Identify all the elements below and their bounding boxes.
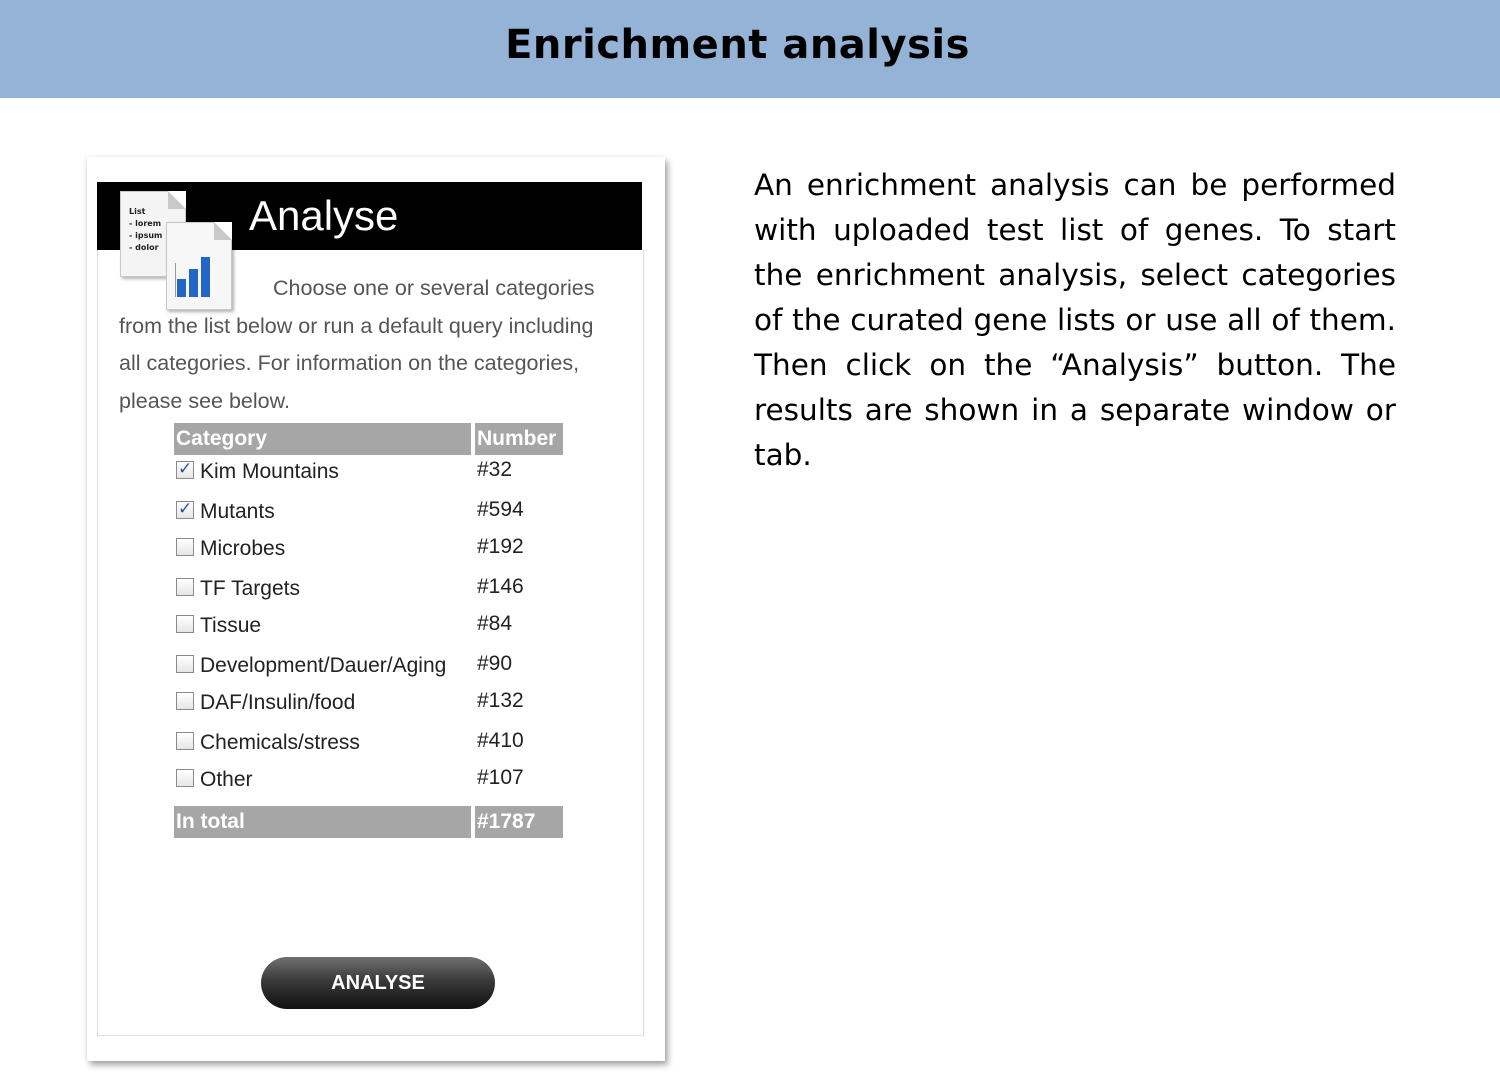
table-row: Mutants #594 bbox=[174, 497, 574, 531]
category-label: Microbes bbox=[200, 537, 286, 560]
category-label: Development/Dauer/Aging bbox=[200, 654, 447, 677]
table-row: Microbes #192 bbox=[174, 534, 574, 568]
panel-body bbox=[97, 250, 644, 1037]
panel-footer-divider bbox=[97, 1035, 642, 1036]
intro-text: Choose one or several categories from th… bbox=[119, 270, 619, 420]
table-row: Tissue #84 bbox=[174, 611, 574, 645]
category-checkbox[interactable] bbox=[176, 578, 194, 596]
table-row: Kim Mountains #32 bbox=[174, 457, 574, 491]
table-row: DAF/Insulin/food #132 bbox=[174, 688, 574, 722]
category-checkbox[interactable] bbox=[176, 459, 194, 479]
category-number: #90 bbox=[477, 652, 513, 675]
chart-document-icon bbox=[166, 222, 232, 310]
category-label: Mutants bbox=[200, 500, 275, 523]
header-number: Number bbox=[475, 423, 563, 455]
list-icon-line: List bbox=[129, 207, 146, 216]
category-checkbox[interactable] bbox=[176, 615, 194, 633]
table-row: Development/Dauer/Aging #90 bbox=[174, 651, 574, 685]
category-checkbox[interactable] bbox=[176, 538, 194, 556]
list-icon-line: - dolor bbox=[129, 243, 159, 252]
intro-first-line: Choose one or several bbox=[273, 276, 490, 300]
table-row: Chemicals/stress #410 bbox=[174, 728, 574, 762]
intro-rest: categories from the list below or run a … bbox=[119, 276, 595, 413]
table-row: TF Targets #146 bbox=[174, 574, 574, 608]
category-checkbox[interactable] bbox=[176, 769, 194, 787]
panel-header-title: Analyse bbox=[249, 192, 399, 239]
category-checkbox[interactable] bbox=[176, 732, 194, 750]
category-number: #32 bbox=[477, 458, 513, 481]
title-banner: Enrichment analysis bbox=[0, 0, 1500, 98]
category-label: DAF/Insulin/food bbox=[200, 691, 356, 714]
list-icon-line: - ipsum bbox=[129, 231, 163, 240]
category-label: Tissue bbox=[200, 614, 262, 637]
category-checkbox[interactable] bbox=[176, 499, 194, 519]
category-number: #84 bbox=[477, 612, 513, 635]
category-number: #594 bbox=[477, 498, 524, 521]
category-number: #146 bbox=[477, 575, 524, 598]
category-number: #410 bbox=[477, 729, 524, 752]
table-row: Other #107 bbox=[174, 765, 574, 799]
slide-title: Enrichment analysis bbox=[505, 22, 970, 68]
total-label: In total bbox=[174, 806, 471, 838]
category-label: Other bbox=[200, 768, 253, 791]
analyse-button[interactable]: ANALYSE bbox=[261, 957, 495, 1009]
analyse-panel: Analyse List - lorem - ipsum - dolor Choose… bbox=[87, 157, 665, 1061]
header-category: Category bbox=[174, 423, 471, 455]
category-checkbox[interactable] bbox=[176, 692, 194, 710]
category-number: #107 bbox=[477, 766, 524, 789]
category-checkbox[interactable] bbox=[176, 655, 194, 673]
category-label: Chemicals/stress bbox=[200, 731, 360, 754]
category-number: #132 bbox=[477, 689, 524, 712]
description-text: An enrichment analysis can be performed … bbox=[754, 168, 1396, 472]
total-number: #1787 bbox=[475, 806, 563, 838]
category-label: Kim Mountains bbox=[200, 460, 339, 483]
category-label: TF Targets bbox=[200, 577, 300, 600]
list-icon-line: - lorem bbox=[129, 219, 162, 228]
category-number: #192 bbox=[477, 535, 524, 558]
